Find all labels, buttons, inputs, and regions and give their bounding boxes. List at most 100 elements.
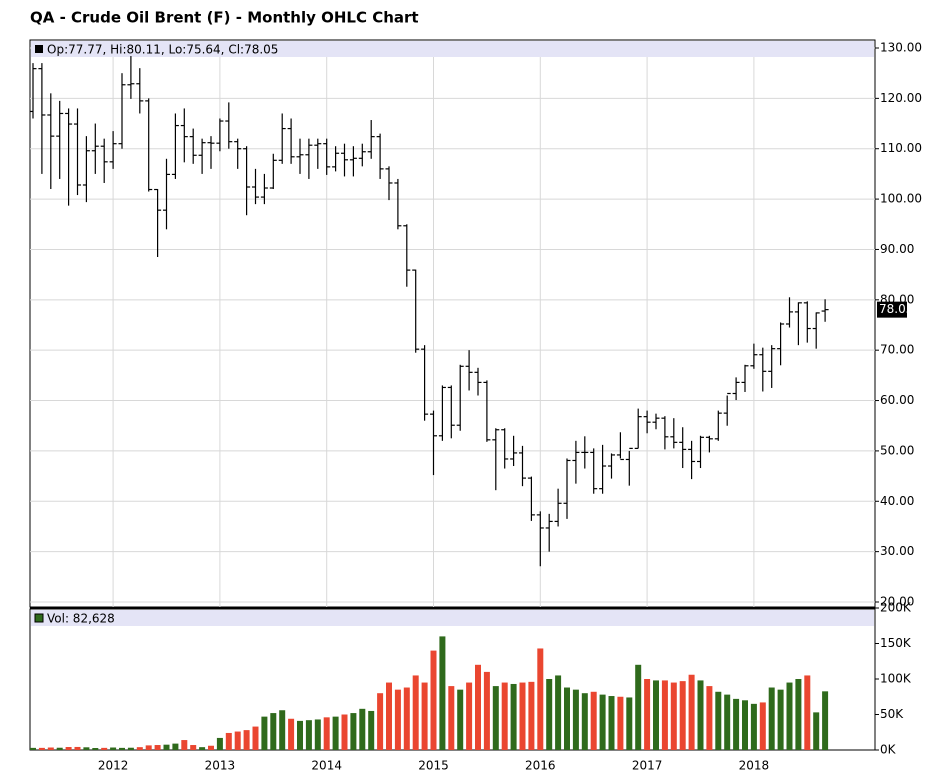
x-tick-label: 2012: [98, 759, 129, 773]
volume-bar: [492, 686, 499, 750]
volume-bar: [83, 747, 90, 750]
volume-bar: [555, 675, 562, 750]
volume-bar: [377, 693, 384, 750]
volume-bar: [706, 686, 713, 750]
volume-bar: [47, 747, 54, 750]
volume-bar: [501, 682, 508, 750]
volume-bar: [733, 698, 740, 750]
last-price-label: 78.05: [879, 302, 913, 316]
volume-bar: [199, 747, 206, 750]
volume-bar: [822, 691, 829, 750]
volume-bar: [163, 744, 170, 750]
volume-bar: [270, 713, 277, 750]
volume-bar: [110, 747, 117, 750]
legend-swatch: [34, 613, 44, 623]
volume-bar: [439, 636, 446, 750]
price-legend-strip: [31, 41, 874, 57]
volume-legend-strip: [31, 610, 874, 626]
volume-bar: [777, 689, 784, 750]
volume-bar: [297, 720, 303, 750]
volume-bar: [181, 740, 188, 750]
volume-bar: [564, 687, 570, 750]
volume-bar: [786, 682, 793, 750]
volume-bar: [759, 702, 766, 750]
x-tick-label: 2018: [739, 759, 770, 773]
volume-bar: [74, 746, 81, 750]
last-price-tag: [877, 301, 907, 318]
volume-bar: [653, 680, 659, 750]
volume-bar: [697, 680, 704, 750]
volume-bar: [386, 682, 392, 750]
volume-bar: [30, 747, 36, 750]
volume-bar: [635, 664, 642, 750]
volume-bar: [341, 714, 348, 750]
volume-bar: [742, 700, 748, 750]
y-tick-label: 90.00: [880, 242, 914, 256]
volume-bar: [216, 737, 223, 750]
x-tick-label: 2015: [418, 759, 449, 773]
x-tick-label: 2016: [525, 759, 556, 773]
volume-bar: [403, 687, 410, 750]
volume-bar: [127, 747, 134, 750]
volume-bar: [234, 731, 241, 750]
volume-bar: [688, 674, 695, 750]
volume-bar: [608, 696, 615, 750]
volume-bar: [483, 671, 490, 750]
y-tick-label: 100K: [880, 672, 912, 686]
y-tick-label: 50.00: [880, 443, 914, 457]
volume-bar: [475, 664, 481, 750]
y-tick-label: 130.00: [880, 41, 922, 55]
y-tick-label: 70.00: [880, 343, 914, 357]
volume-bar: [56, 747, 63, 750]
volume-bar: [288, 718, 295, 750]
volume-legend: Vol: 82,628: [47, 612, 115, 626]
volume-bar: [243, 730, 250, 750]
volume-bar: [323, 717, 330, 750]
volume-bar: [750, 703, 757, 750]
y-tick-label: 120.00: [880, 91, 922, 105]
volume-bar: [225, 732, 232, 750]
volume-bar: [350, 713, 357, 750]
volume-bar: [261, 716, 268, 750]
volume-bar: [136, 747, 143, 750]
volume-bar: [448, 686, 455, 750]
volume-bar: [546, 679, 553, 750]
y-tick-label: 150K: [880, 636, 912, 650]
price-legend: Op:77.77, Hi:80.11, Lo:75.64, Cl:78.05: [47, 43, 278, 57]
volume-bar: [581, 693, 588, 750]
volume-bar: [457, 689, 464, 750]
volume-bar: [252, 726, 259, 750]
volume-bar: [626, 697, 633, 750]
volume-bar: [279, 710, 286, 750]
legend-swatch: [35, 45, 43, 53]
volume-bar: [724, 694, 731, 750]
volume-bar: [644, 679, 651, 750]
volume-bar: [119, 747, 125, 750]
volume-bar: [599, 694, 606, 750]
volume-bar: [679, 681, 686, 750]
volume-bar: [359, 708, 366, 750]
volume-bar: [768, 687, 775, 750]
y-tick-label: 20.00: [880, 595, 914, 609]
y-tick-label: 100.00: [880, 192, 922, 206]
x-tick-label: 2013: [205, 759, 236, 773]
volume-bar: [430, 650, 437, 750]
volume-bar: [332, 716, 339, 750]
volume-bar: [368, 710, 375, 750]
volume-bar: [172, 743, 179, 750]
volume-bar: [38, 747, 45, 750]
volume-bar: [519, 682, 526, 750]
volume-bar: [510, 683, 517, 750]
volume-bar: [661, 680, 668, 750]
volume-bar: [305, 720, 312, 750]
volume-bar: [813, 712, 820, 750]
y-tick-label: 40.00: [880, 494, 914, 508]
volume-bar: [537, 648, 544, 750]
volume-bar: [804, 675, 811, 750]
y-tick-label: 110.00: [880, 141, 922, 155]
chart-title: QA - Crude Oil Brent (F) - Monthly OHLC …: [30, 9, 419, 27]
volume-bar: [421, 682, 428, 750]
volume-bar: [208, 745, 214, 750]
volume-bar: [572, 689, 579, 750]
